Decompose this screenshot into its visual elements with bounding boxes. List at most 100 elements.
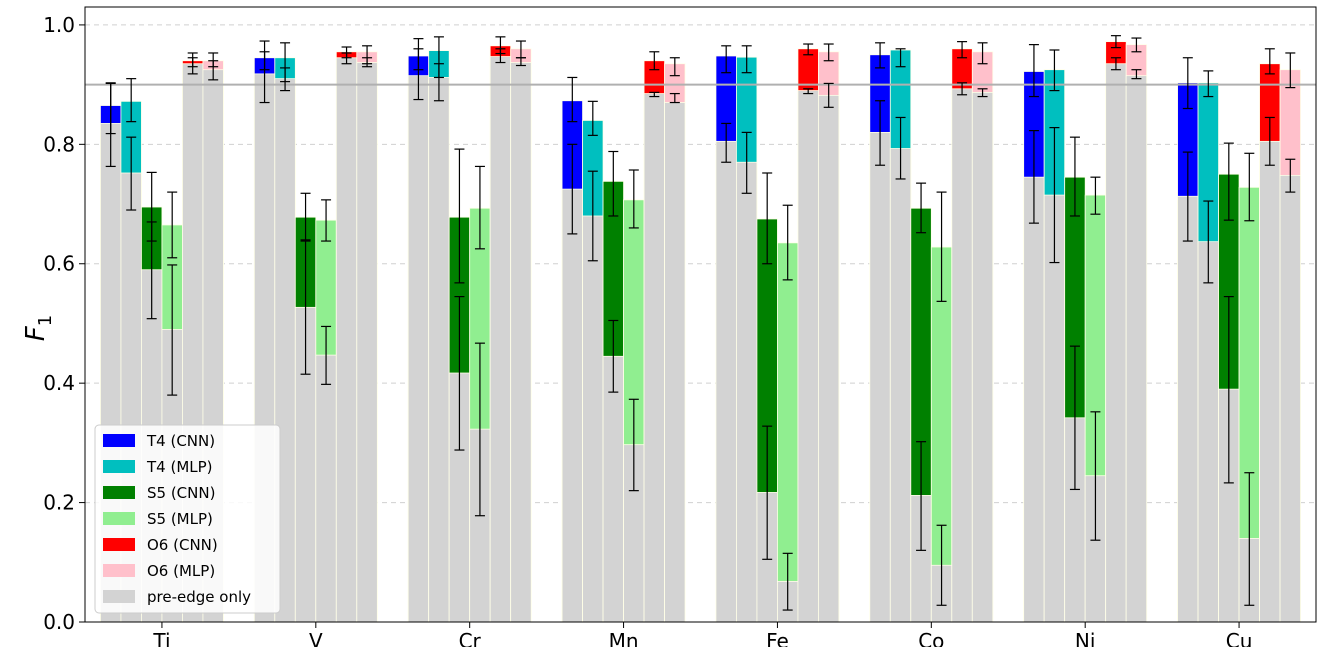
- legend-label: pre-edge only: [147, 588, 251, 606]
- baseline-error-bar: [957, 82, 968, 96]
- y-tick-label: 0.4: [43, 371, 75, 395]
- error-bar: [916, 182, 927, 234]
- legend-swatch: [103, 564, 135, 577]
- baseline-bar-cr-series-4: [489, 56, 512, 623]
- baseline-error-bar: [741, 131, 752, 194]
- baseline-error-bar: [895, 116, 906, 180]
- baseline-bar-fe-series-5: [818, 94, 840, 623]
- error-bars: [105, 35, 1296, 611]
- error-bar: [875, 42, 886, 69]
- baseline-error-bar: [280, 67, 291, 92]
- baseline-error-bar: [669, 92, 680, 104]
- baseline-error-bar: [608, 319, 619, 393]
- legend-box: [94, 424, 281, 614]
- y-tick-label: 1.0: [43, 13, 75, 37]
- x-tick-label-v: V: [309, 629, 323, 647]
- error-bar: [167, 191, 178, 259]
- error-bar: [1244, 152, 1255, 222]
- legend-label: O6 (MLP): [147, 562, 215, 580]
- baseline-error-bar: [495, 48, 506, 64]
- baseline-bar-cu-series-5: [1279, 174, 1301, 623]
- baseline-error-bar: [1028, 129, 1039, 224]
- error-bar: [474, 165, 485, 250]
- axis-ticks: 0.0 0.2 0.4 0.6 0.8 1.0 Ti V Cr Mn Fe Co Ni Cu: [43, 13, 1252, 647]
- legend-entry: T4 (CNN): [103, 432, 215, 450]
- baseline-bar-ni-series-0: [1023, 176, 1045, 623]
- error-bar: [608, 150, 619, 217]
- error-bar: [1028, 44, 1039, 98]
- baseline-error-bar: [515, 57, 526, 67]
- baseline-bar-mn-series-0: [561, 188, 583, 623]
- y-tick-label: 0.2: [43, 491, 75, 515]
- x-tick-label-co: Co: [918, 629, 944, 647]
- legend-entry: S5 (CNN): [103, 484, 215, 502]
- error-bar: [567, 76, 578, 123]
- baseline-error-bar: [321, 325, 332, 385]
- baseline-error-bar: [1090, 411, 1101, 541]
- baseline-bar-v-series-4: [335, 57, 358, 623]
- baseline-bar-mn-series-5: [664, 102, 686, 623]
- legend-entry: T4 (MLP): [103, 458, 213, 476]
- legend-swatch: [103, 434, 135, 447]
- error-bar: [721, 45, 732, 74]
- baseline-error-bar: [782, 552, 793, 611]
- baseline-error-bar: [1131, 69, 1142, 80]
- error-bar: [587, 100, 598, 136]
- baseline-bar-ni-series-5: [1125, 75, 1148, 623]
- baseline-bar-mn-series-4: [643, 93, 665, 623]
- baseline-error-bar: [916, 441, 927, 551]
- baseline-error-bar: [628, 398, 639, 492]
- legend-label: O6 (CNN): [147, 536, 218, 554]
- x-tick-label-mn: Mn: [609, 629, 639, 647]
- legend-label: T4 (CNN): [146, 432, 215, 450]
- error-bar: [669, 57, 680, 77]
- y-tick-label: 0.0: [43, 610, 75, 634]
- baseline-error-bar: [1285, 158, 1296, 193]
- error-bar: [1049, 49, 1060, 92]
- x-tick-label-ti: Ti: [152, 629, 170, 647]
- legend-swatch: [103, 590, 135, 603]
- baseline-bar-fe-series-0: [715, 140, 737, 623]
- baseline-bar-cr-series-5: [510, 62, 532, 623]
- error-bar: [1069, 136, 1080, 217]
- baseline-error-bar: [454, 295, 465, 451]
- error-bar: [782, 204, 793, 281]
- baseline-error-bar: [803, 88, 814, 95]
- error-bar: [762, 172, 773, 265]
- x-tick-label-cr: Cr: [459, 629, 482, 647]
- baseline-error-bar: [649, 91, 660, 98]
- baseline-error-bar: [413, 48, 424, 101]
- baseline-error-bar: [187, 57, 198, 75]
- error-bar: [895, 48, 906, 68]
- error-bar: [628, 169, 639, 229]
- baseline-error-bar: [1110, 57, 1121, 71]
- baseline-error-bar: [259, 51, 270, 104]
- y-tick-label: 0.6: [43, 252, 75, 276]
- error-bar: [1264, 48, 1275, 75]
- error-bar: [1131, 37, 1142, 53]
- y-axis-label-sub: 1: [35, 315, 56, 326]
- baseline-error-bar: [587, 170, 598, 262]
- error-bar: [126, 78, 137, 123]
- plot-frame: [84, 6, 1317, 623]
- error-bar: [649, 51, 660, 71]
- legend-label: T4 (MLP): [146, 458, 213, 476]
- baseline-error-bar: [1069, 345, 1080, 491]
- baseline-bar-cr-series-1: [428, 77, 450, 623]
- error-bar: [1285, 52, 1296, 89]
- legend-entry: O6 (MLP): [103, 562, 215, 580]
- error-bar: [1182, 57, 1193, 110]
- baseline-error-bar: [977, 88, 988, 98]
- baseline-bar-co-series-1: [889, 148, 912, 623]
- baseline-error-bar: [474, 342, 485, 517]
- baseline-bar-mn-series-2: [602, 355, 624, 623]
- baseline-bar-mn-series-1: [582, 215, 604, 623]
- baseline-error-bar: [762, 425, 773, 560]
- legend: T4 (CNN) T4 (MLP) S5 (CNN) S5 (MLP) O6 (CNN)…: [94, 424, 281, 614]
- error-bar: [823, 43, 834, 62]
- error-bar: [454, 148, 465, 284]
- baseline-bar-co-series-4: [951, 88, 973, 623]
- y-axis-label-main: F: [21, 325, 51, 341]
- error-bar: [977, 42, 988, 65]
- error-bar: [741, 45, 752, 74]
